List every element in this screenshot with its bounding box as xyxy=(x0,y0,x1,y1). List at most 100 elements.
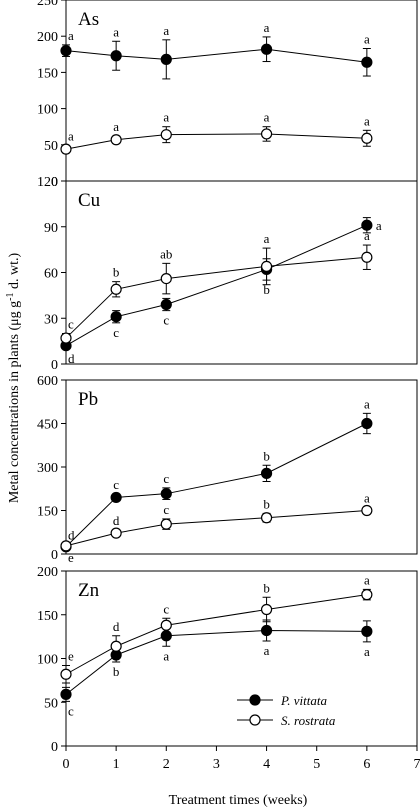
significance-letter-s-rostrata: a xyxy=(68,129,74,144)
y-tick-label: 0 xyxy=(51,175,58,190)
x-tick-label: 5 xyxy=(313,757,320,772)
x-tick-label: 3 xyxy=(213,757,220,772)
significance-letter-s-rostrata: a xyxy=(364,572,370,587)
y-tick-label: 200 xyxy=(37,565,58,580)
panel-label-pb: Pb xyxy=(78,389,98,410)
legend-marker-s-rostrata xyxy=(249,714,261,726)
x-tick-label: 7 xyxy=(414,757,420,772)
significance-letter-p-vittata: b xyxy=(263,282,270,297)
significance-letter-s-rostrata: c xyxy=(163,502,169,517)
y-tick-label: 250 xyxy=(37,0,58,9)
data-point-s-rostrata xyxy=(260,260,273,272)
data-point-s-rostrata xyxy=(110,640,122,652)
y-axis-title-superscript: -1 xyxy=(5,293,16,301)
x-tick-label: 2 xyxy=(163,757,170,772)
data-point-p-vittata xyxy=(260,624,273,637)
significance-letter-p-vittata: b xyxy=(263,448,270,463)
legend-label-s-rostrata: S. rostrata xyxy=(281,713,336,728)
significance-letter-p-vittata: a xyxy=(264,20,270,35)
y-tick-label: 0 xyxy=(51,548,58,563)
data-point-p-vittata xyxy=(361,219,373,231)
significance-letter-s-rostrata: d xyxy=(113,619,120,634)
data-point-p-vittata xyxy=(110,311,122,323)
significance-letter-s-rostrata: a xyxy=(113,119,119,134)
x-tick-label: 1 xyxy=(113,757,120,772)
data-point-p-vittata xyxy=(361,56,373,68)
significance-letter-p-vittata: c xyxy=(113,477,119,492)
series-line-s-rostrata xyxy=(65,256,367,339)
significance-letter-p-vittata: a xyxy=(68,28,74,43)
y-tick-label: 100 xyxy=(37,653,58,668)
significance-letter-p-vittata: a xyxy=(364,644,370,659)
significance-letter-s-rostrata: b xyxy=(263,580,270,595)
y-tick-label: 90 xyxy=(44,221,58,236)
y-tick-label: 60 xyxy=(44,267,58,282)
x-tick-label: 0 xyxy=(63,757,70,772)
significance-letter-s-rostrata: a xyxy=(364,113,370,128)
panel-pb: 0 150 300 450 600 Pb e c c b a d d c b a xyxy=(37,374,418,565)
y-tick-label: 200 xyxy=(37,30,58,45)
x-tick-label: 4 xyxy=(263,757,270,772)
data-point-s-rostrata xyxy=(260,603,273,616)
panel-zn: 0 50 100 150 200 0 1 2 3 4 5 6 7 Zn c b a a a e d c b a P. vitta… xyxy=(37,565,420,772)
data-point-p-vittata xyxy=(160,53,172,65)
x-axis-title: Treatment times (weeks) xyxy=(169,793,308,808)
significance-letter-p-vittata: a xyxy=(163,648,169,663)
data-point-s-rostrata xyxy=(260,512,273,524)
y-tick-label: 50 xyxy=(44,139,58,154)
data-point-s-rostrata xyxy=(110,134,122,146)
data-point-s-rostrata xyxy=(260,128,273,140)
significance-letter-s-rostrata: a xyxy=(364,491,370,506)
significance-letter-p-vittata: d xyxy=(68,351,75,366)
significance-letter-p-vittata: a xyxy=(376,218,382,233)
y-tick-label: 0 xyxy=(51,740,58,755)
significance-letter-s-rostrata: ab xyxy=(160,246,172,261)
significance-letter-s-rostrata: a xyxy=(264,110,270,125)
data-point-s-rostrata xyxy=(160,518,172,530)
legend-label-p-vittata: P. vittata xyxy=(280,693,327,708)
data-point-s-rostrata xyxy=(60,143,72,155)
data-point-s-rostrata xyxy=(160,129,172,141)
data-point-p-vittata xyxy=(110,50,122,62)
data-point-s-rostrata xyxy=(361,132,373,144)
y-tick-label: 0 xyxy=(51,358,58,373)
data-point-p-vittata xyxy=(260,467,273,479)
significance-letter-p-vittata: c xyxy=(163,313,169,328)
series-line-p-vittata xyxy=(65,629,367,695)
y-tick-label: 150 xyxy=(37,66,58,81)
significance-letter-s-rostrata: a xyxy=(364,228,370,243)
significance-letter-s-rostrata: a xyxy=(163,110,169,125)
significance-letter-p-vittata: a xyxy=(364,396,370,411)
series-line-p-vittata xyxy=(65,423,368,548)
data-point-s-rostrata xyxy=(110,527,122,539)
data-point-s-rostrata xyxy=(361,504,373,517)
data-point-p-vittata xyxy=(160,488,172,500)
legend-marker-p-vittata xyxy=(249,694,261,706)
data-point-s-rostrata xyxy=(160,273,172,285)
data-point-p-vittata xyxy=(260,43,273,55)
significance-letter-p-vittata: a xyxy=(163,23,169,38)
data-point-p-vittata xyxy=(361,625,373,637)
data-point-p-vittata xyxy=(110,491,122,504)
significance-letter-s-rostrata: e xyxy=(68,649,74,664)
y-tick-label: 450 xyxy=(37,418,58,433)
data-point-s-rostrata xyxy=(60,540,72,552)
data-point-s-rostrata xyxy=(60,332,72,344)
y-tick-label: 120 xyxy=(37,175,58,190)
significance-letter-s-rostrata: a xyxy=(264,231,270,246)
y-tick-label: 30 xyxy=(44,312,58,327)
significance-letter-s-rostrata: c xyxy=(163,601,169,616)
panel-label-zn: Zn xyxy=(78,580,100,601)
significance-letter-p-vittata: a xyxy=(364,32,370,47)
y-tick-label: 100 xyxy=(37,103,58,118)
y-axis-title-unit: d. wt.) xyxy=(7,253,22,293)
significance-letter-p-vittata: e xyxy=(68,550,74,565)
significance-letter-p-vittata: c xyxy=(68,703,74,718)
significance-letter-s-rostrata: b xyxy=(113,265,120,280)
significance-letter-p-vittata: c xyxy=(113,325,119,340)
data-point-p-vittata xyxy=(60,45,72,57)
y-tick-label: 150 xyxy=(37,505,58,520)
